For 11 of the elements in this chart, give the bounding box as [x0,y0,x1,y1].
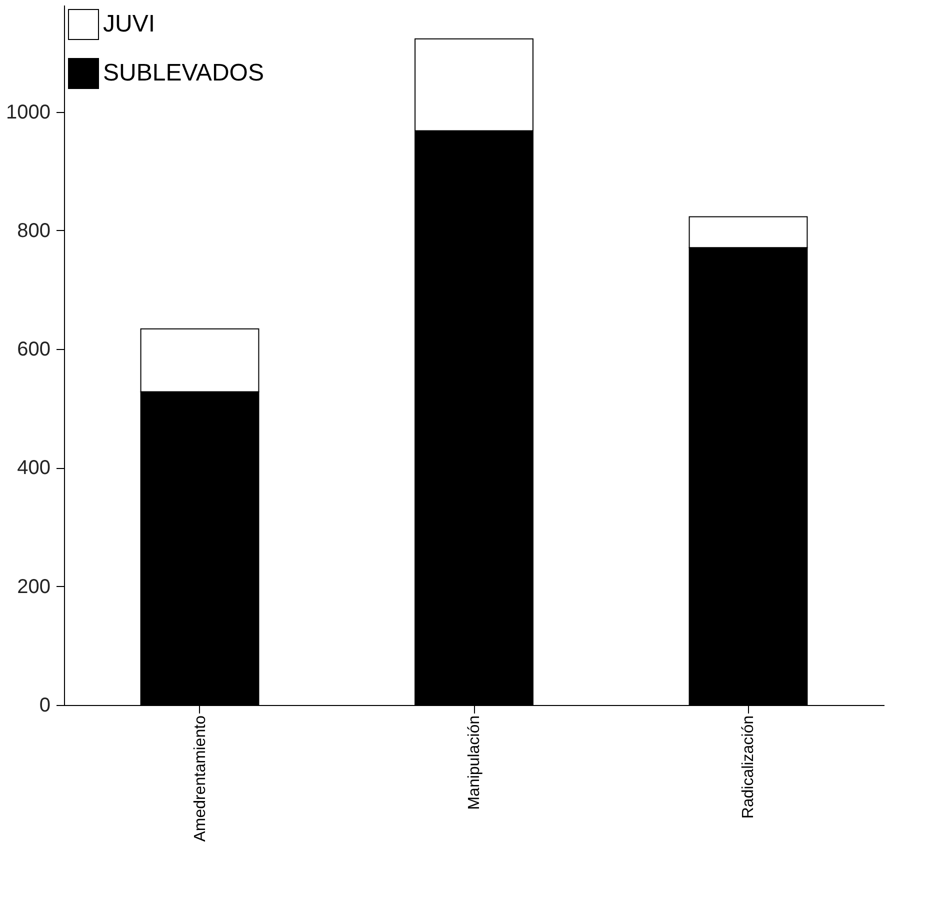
y-tick-label: 800 [17,220,50,242]
y-tick-label: 200 [17,576,50,598]
y-tick-label: 400 [17,457,50,480]
x-tick-label: Manipulación [466,716,483,810]
y-tick-label: 1000 [6,101,50,124]
y-tick-label: 0 [39,694,50,716]
x-tick-label: Radicalización [740,716,758,819]
legend-label: SUBLEVADOS [103,60,264,86]
legend-label: JUVI [103,10,156,38]
y-tick-label: 600 [17,338,50,361]
x-tick-label: Amedrentamiento [192,715,209,842]
